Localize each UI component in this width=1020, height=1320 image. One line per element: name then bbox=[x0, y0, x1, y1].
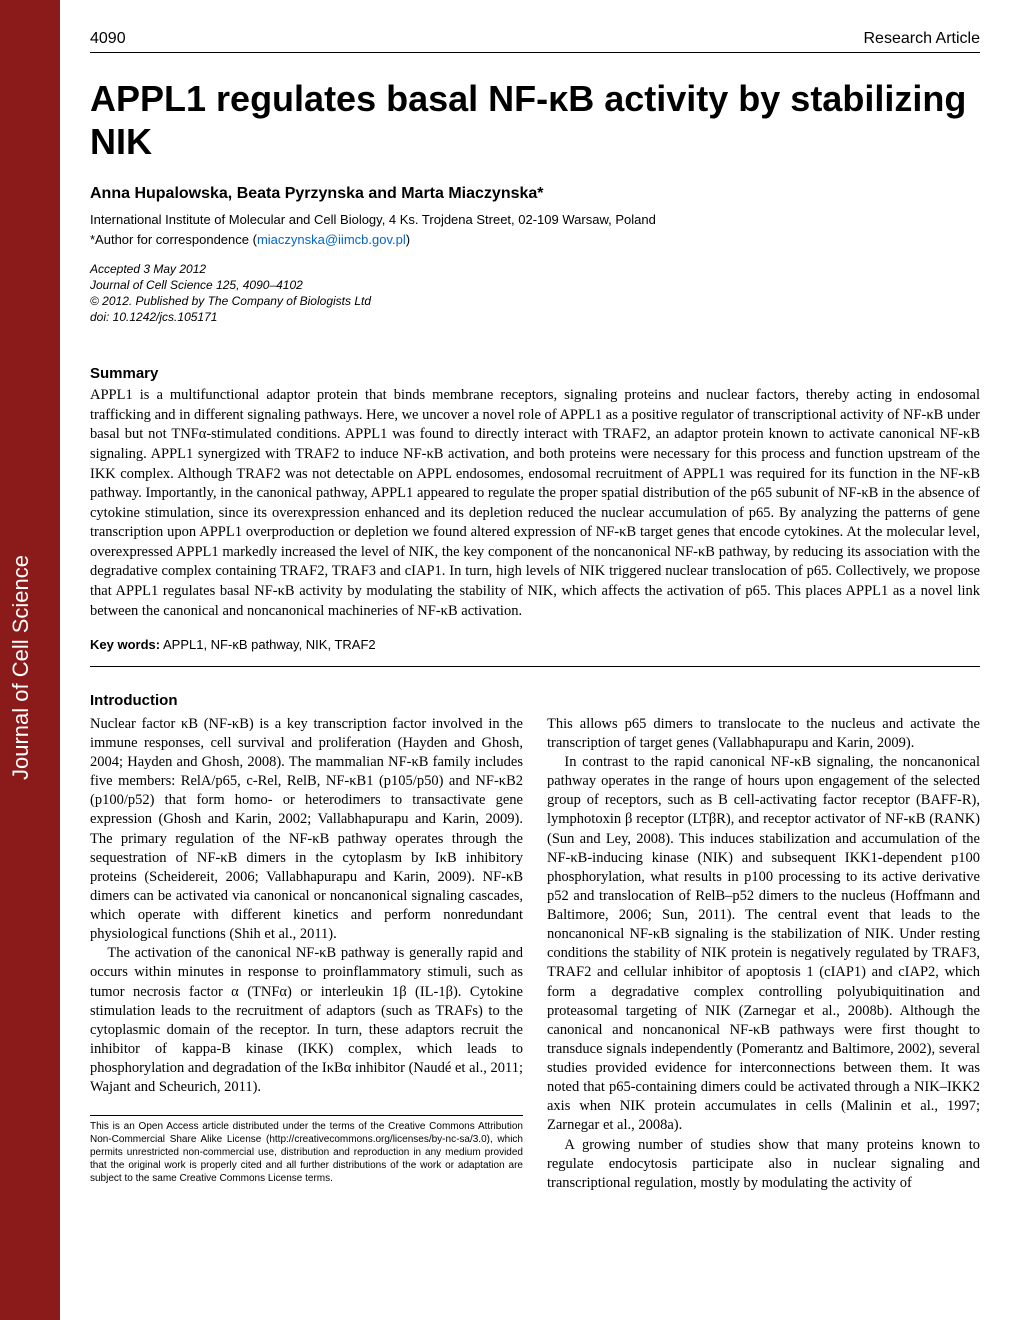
authors: Anna Hupalowska, Beata Pyrzynska and Mar… bbox=[90, 185, 980, 203]
intro-para-4: In contrast to the rapid canonical NF-κB… bbox=[547, 753, 980, 1136]
affiliation: International Institute of Molecular and… bbox=[90, 211, 980, 229]
keywords: Key words: APPL1, NF-κB pathway, NIK, TR… bbox=[90, 637, 980, 652]
body-columns: Introduction Nuclear factor κB (NF-κB) i… bbox=[90, 691, 980, 1193]
summary-text: APPL1 is a multifunctional adaptor prote… bbox=[90, 386, 980, 621]
correspondence: *Author for correspondence (miaczynska@i… bbox=[90, 232, 980, 247]
section-divider bbox=[90, 666, 980, 667]
journal-citation: Journal of Cell Science 125, 4090–4102 bbox=[90, 277, 980, 293]
copyright: © 2012. Published by The Company of Biol… bbox=[90, 293, 980, 309]
article-title: APPL1 regulates basal NF-κB activity by … bbox=[90, 77, 980, 163]
introduction-heading: Introduction bbox=[90, 691, 523, 711]
page-number: 4090 bbox=[90, 30, 126, 48]
keywords-text: APPL1, NF-κB pathway, NIK, TRAF2 bbox=[160, 637, 376, 652]
article-type: Research Article bbox=[864, 30, 981, 48]
publication-info: Accepted 3 May 2012 Journal of Cell Scie… bbox=[90, 261, 980, 326]
intro-para-2: The activation of the canonical NF-κB pa… bbox=[90, 944, 523, 1097]
column-right: . This allows p65 dimers to translocate … bbox=[547, 691, 980, 1193]
doi: doi: 10.1242/jcs.105171 bbox=[90, 309, 980, 325]
journal-name-label: Journal of Cell Science bbox=[8, 555, 34, 780]
keywords-label: Key words: bbox=[90, 637, 160, 652]
intro-para-3: This allows p65 dimers to translocate to… bbox=[547, 715, 980, 753]
license-footnote: This is an Open Access article distribut… bbox=[90, 1120, 523, 1185]
summary-heading: Summary bbox=[90, 365, 980, 382]
header-line: 4090 Research Article bbox=[90, 30, 980, 53]
column-left: Introduction Nuclear factor κB (NF-κB) i… bbox=[90, 691, 523, 1193]
intro-para-1: Nuclear factor κB (NF-κB) is a key trans… bbox=[90, 715, 523, 945]
journal-sidebar: Journal of Cell Science bbox=[0, 0, 60, 1320]
intro-para-5: A growing number of studies show that ma… bbox=[547, 1136, 980, 1193]
correspondence-suffix: ) bbox=[406, 232, 410, 247]
article-content: 4090 Research Article APPL1 regulates ba… bbox=[90, 30, 980, 1193]
accepted-date: Accepted 3 May 2012 bbox=[90, 261, 980, 277]
footnote-divider bbox=[90, 1115, 523, 1116]
correspondence-email[interactable]: miaczynska@iimcb.gov.pl bbox=[257, 232, 406, 247]
correspondence-prefix: *Author for correspondence ( bbox=[90, 232, 257, 247]
